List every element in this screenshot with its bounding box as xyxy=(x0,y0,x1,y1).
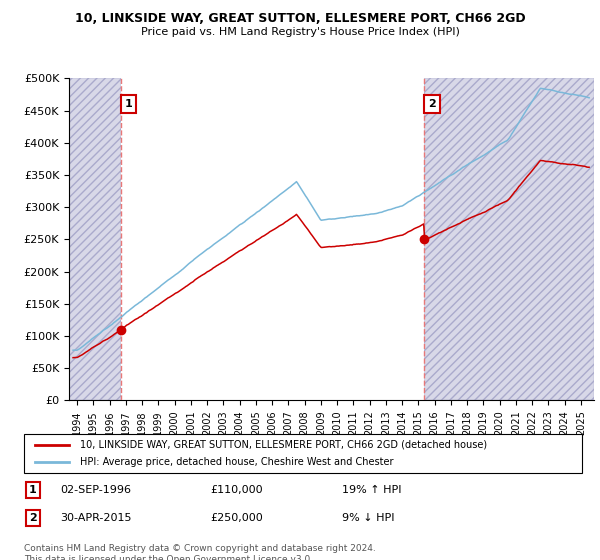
Bar xyxy=(121,78,424,400)
Text: HPI: Average price, detached house, Cheshire West and Chester: HPI: Average price, detached house, Ches… xyxy=(80,457,394,467)
FancyBboxPatch shape xyxy=(24,434,582,473)
Text: 1: 1 xyxy=(125,99,133,109)
Text: 10, LINKSIDE WAY, GREAT SUTTON, ELLESMERE PORT, CH66 2GD (detached house): 10, LINKSIDE WAY, GREAT SUTTON, ELLESMER… xyxy=(80,440,487,450)
Text: £110,000: £110,000 xyxy=(210,485,263,495)
Bar xyxy=(424,78,594,400)
Text: 30-APR-2015: 30-APR-2015 xyxy=(60,513,131,523)
Text: £250,000: £250,000 xyxy=(210,513,263,523)
Text: 2: 2 xyxy=(428,99,436,109)
Text: 2: 2 xyxy=(29,513,37,523)
Text: Price paid vs. HM Land Registry's House Price Index (HPI): Price paid vs. HM Land Registry's House … xyxy=(140,27,460,37)
Text: 10, LINKSIDE WAY, GREAT SUTTON, ELLESMERE PORT, CH66 2GD: 10, LINKSIDE WAY, GREAT SUTTON, ELLESMER… xyxy=(74,12,526,25)
Text: 02-SEP-1996: 02-SEP-1996 xyxy=(60,485,131,495)
Text: 9% ↓ HPI: 9% ↓ HPI xyxy=(342,513,395,523)
Text: Contains HM Land Registry data © Crown copyright and database right 2024.
This d: Contains HM Land Registry data © Crown c… xyxy=(24,544,376,560)
Text: 1: 1 xyxy=(29,485,37,495)
Text: 19% ↑ HPI: 19% ↑ HPI xyxy=(342,485,401,495)
Bar xyxy=(69,78,121,400)
